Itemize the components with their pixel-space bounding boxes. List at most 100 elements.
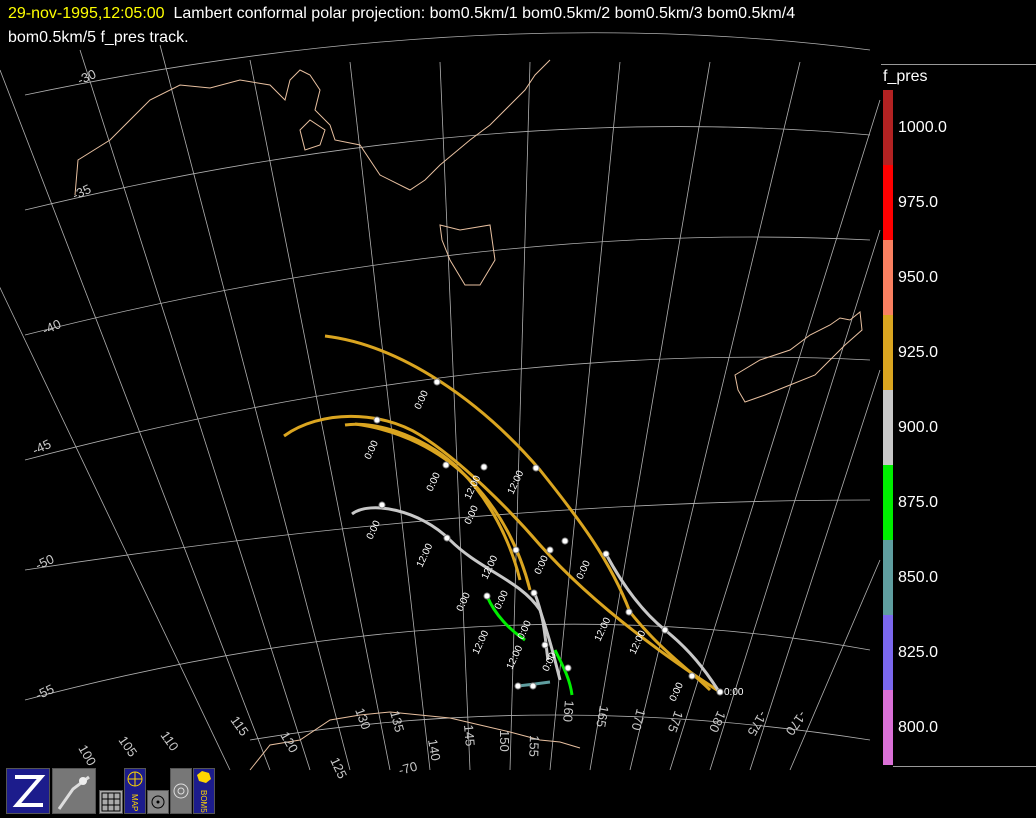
bom-logo-icon[interactable]: BOM5: [193, 768, 215, 814]
lon-label: 110: [158, 728, 182, 754]
marker: [373, 416, 381, 424]
grid-lat-35: [24, 126, 871, 211]
lon-label: 100: [75, 742, 99, 768]
time-label: 0:00: [455, 591, 473, 614]
marker: [546, 546, 554, 554]
colorbar-swatch: [883, 240, 893, 315]
radar-icon[interactable]: [170, 768, 192, 814]
projection-label: Lambert conformal polar projection: bom0…: [173, 5, 796, 22]
map-icon[interactable]: MAP: [124, 768, 146, 814]
marker: [541, 641, 549, 649]
title-header: 29-nov-1995,12:05:00 Lambert conformal p…: [8, 2, 795, 50]
marker: [602, 550, 610, 558]
track-9: [553, 649, 574, 696]
colorbar-label: 925.0: [898, 344, 939, 361]
time-label: 12:00: [471, 629, 492, 657]
compass-icon[interactable]: [147, 790, 169, 814]
colorbar-legend: f_pres 1000.0 975.0 950.0 925.0 900.0 87…: [881, 64, 1036, 768]
grid-lat-40: [24, 236, 871, 336]
lat-label: -50: [33, 551, 56, 573]
colorbar-swatch: [883, 540, 893, 615]
time-label: 0:00: [463, 504, 481, 527]
colorbar-label: 800.0: [898, 719, 939, 736]
lat-label: -55: [33, 681, 56, 703]
lon-label: 125: [327, 755, 350, 781]
time-label: 12:00: [593, 616, 614, 644]
marker: [442, 461, 450, 469]
marker: [661, 626, 669, 634]
coastline: [74, 59, 863, 771]
marker: [443, 534, 451, 542]
track-2: [283, 414, 721, 694]
track-8: [485, 595, 526, 642]
bom-icon-label: BOM5: [199, 790, 208, 813]
lon-label: 155: [526, 735, 542, 757]
marker: [480, 463, 488, 471]
lon-label: 150: [497, 730, 512, 752]
marker: [532, 464, 540, 472]
datetime-label: 29-nov-1995,12:05:00: [8, 5, 165, 22]
marker: [530, 589, 538, 597]
time-markers: [373, 378, 724, 696]
lat-label-bottom: -70: [397, 759, 419, 778]
colorbar-label: 900.0: [898, 419, 939, 436]
latitude-labels: -30 -35 -40 -45 -50 -55: [30, 66, 98, 703]
colorbar-bottom-rule: [893, 766, 1036, 767]
coast-nz-south: [734, 311, 863, 403]
time-label: 12:00: [415, 542, 436, 570]
track-1: [324, 334, 712, 692]
track-7: [533, 593, 550, 661]
zebra-logo-icon[interactable]: [6, 768, 50, 814]
marker: [483, 592, 491, 600]
lon-label: 115: [228, 713, 252, 739]
marker: [564, 664, 572, 672]
lon-label: -175: [744, 709, 770, 739]
time-label: 0:00: [365, 519, 383, 542]
time-label: 0:00: [425, 471, 443, 494]
time-label: 0:00: [413, 389, 431, 412]
lat-label: -35: [70, 181, 93, 203]
marker: [625, 608, 633, 616]
lon-label: 165: [593, 704, 612, 728]
colorbar-title: f_pres: [883, 68, 928, 85]
marker: [688, 672, 696, 680]
marker: [716, 688, 724, 696]
time-label: 0:00: [575, 559, 593, 582]
colorbar-swatch: [883, 90, 893, 165]
grid-lat-45: [24, 356, 871, 461]
colorbar-label: 850.0: [898, 569, 939, 586]
coast-antarctica: [249, 711, 581, 771]
time-label: 0:00: [493, 589, 511, 612]
marker: [433, 378, 441, 386]
colorbar-swatch: [883, 690, 893, 765]
time-label: 0:00: [363, 439, 381, 462]
lon-label: 160: [560, 700, 577, 723]
lon-label: 140: [425, 738, 444, 762]
time-label: 12:00: [628, 629, 649, 657]
grid-lat-60: [249, 714, 871, 741]
colorbar-label: 875.0: [898, 494, 939, 511]
sources-label: bom0.5km/5 f_pres track.: [8, 29, 189, 46]
colorbar-label: 825.0: [898, 644, 939, 661]
colorbar-swatch: [883, 315, 893, 390]
coast-australia: [74, 59, 551, 196]
track-4: [354, 422, 532, 591]
time-label: 0:00: [533, 554, 551, 577]
satellite-image-icon[interactable]: [52, 768, 96, 814]
marker: [512, 546, 520, 554]
grid-lat-50: [24, 499, 871, 571]
colorbar-swatch: [883, 165, 893, 240]
marker: [561, 537, 569, 545]
time-label: 0:00: [516, 619, 534, 642]
colorbar-swatch: [883, 465, 893, 540]
lat-lon-grid: [0, 32, 881, 771]
colorbar-label: 1000.0: [898, 119, 947, 136]
lon-label: 105: [116, 733, 141, 759]
marker: [378, 501, 386, 509]
grid-icon[interactable]: [99, 790, 123, 814]
lat-label: -30: [75, 66, 98, 88]
time-label: 12:00: [505, 644, 526, 672]
lon-label: 180: [706, 709, 729, 735]
cyclone-tracks: [283, 334, 721, 696]
